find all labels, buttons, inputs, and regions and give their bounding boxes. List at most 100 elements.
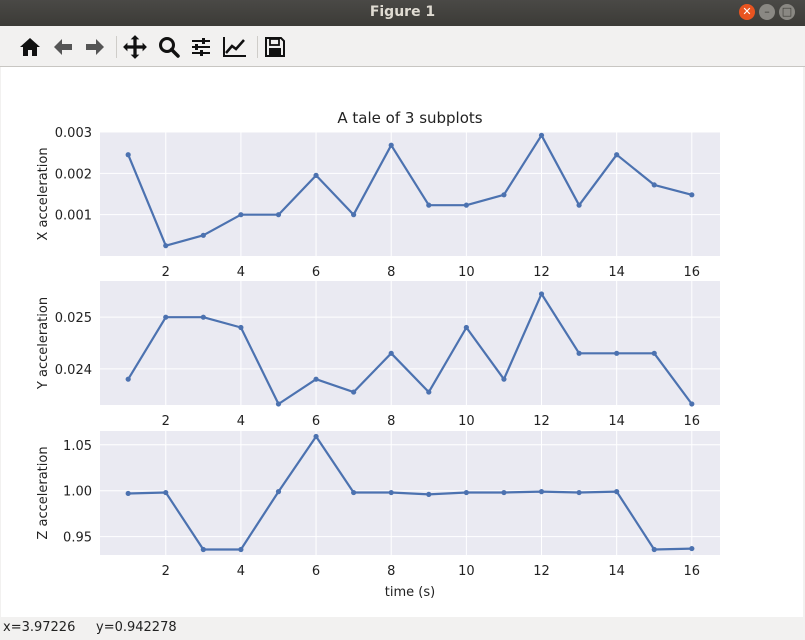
x-tick-label: 14 <box>608 265 625 280</box>
magnifier-icon <box>159 37 180 58</box>
y-tick-label: 0.025 <box>55 311 92 326</box>
data-point <box>614 350 620 356</box>
data-point <box>351 489 357 496</box>
data-point <box>163 243 169 249</box>
y-axis-label: X acceleration <box>36 147 51 240</box>
x-tick-label: 6 <box>312 414 320 429</box>
data-point <box>538 291 545 297</box>
data-point <box>689 192 695 198</box>
x-tick-label: 4 <box>237 564 245 579</box>
data-point <box>351 212 357 218</box>
data-point <box>125 152 131 158</box>
x-tick-label: 10 <box>458 564 475 579</box>
x-tick-label: 6 <box>312 265 320 280</box>
y-tick-label: 0.001 <box>55 209 92 224</box>
x-tick-label: 14 <box>608 564 625 579</box>
data-point <box>576 350 582 356</box>
data-point <box>351 389 357 395</box>
data-point <box>501 192 507 198</box>
data-point <box>463 324 469 331</box>
data-point <box>238 212 244 218</box>
x-tick-label: 2 <box>162 564 170 579</box>
pan-button[interactable] <box>121 33 149 61</box>
data-point <box>313 433 319 440</box>
x-tick-label: 12 <box>533 564 550 579</box>
status-bar: x=3.97226 y=0.942278 <box>0 617 805 640</box>
y-tick-label: 0.003 <box>55 126 92 141</box>
sliders-icon <box>192 38 210 56</box>
window-title: Figure 1 <box>369 4 436 20</box>
y-axis-label: Z acceleration <box>36 446 51 539</box>
data-point <box>125 376 131 382</box>
x-tick-label: 8 <box>387 265 395 280</box>
data-point <box>426 389 432 395</box>
subplot-2: 2 4 6 8 10 12 14 16 0.024 0.025 Y acceleration <box>36 281 720 429</box>
y-tick-label: 1.00 <box>63 485 92 500</box>
data-point <box>163 314 169 320</box>
save-button[interactable] <box>261 33 289 61</box>
x-tick-label: 4 <box>237 414 245 429</box>
home-icon <box>20 38 40 56</box>
back-button[interactable] <box>49 33 77 61</box>
series-line <box>127 134 693 247</box>
data-point <box>501 489 507 496</box>
zoom-button[interactable] <box>155 33 183 61</box>
data-point <box>388 142 394 148</box>
data-point <box>463 489 469 496</box>
data-point <box>275 212 282 218</box>
y-tick-label: 1.05 <box>63 439 92 454</box>
data-point <box>275 401 282 407</box>
x-tick-label: 10 <box>458 414 475 429</box>
forward-button[interactable] <box>81 33 109 61</box>
chart-title: A tale of 3 subplots <box>337 109 482 127</box>
figure-canvas[interactable]: 2 4 6 8 10 12 14 16 0.001 0.002 0.003 X acceleratio… <box>1 67 803 617</box>
subplot-1: 2 4 6 8 10 12 14 16 0.001 0.002 0.003 X acceleratio… <box>36 109 720 280</box>
x-tick-label: 2 <box>162 414 170 429</box>
maximize-button[interactable]: □ <box>779 4 795 20</box>
arrow-left-icon <box>54 39 72 55</box>
minimize-button[interactable]: – <box>759 4 775 20</box>
y-axis-label: Y acceleration <box>36 297 51 390</box>
line-chart-icon <box>223 37 246 57</box>
x-tick-label: 2 <box>162 265 170 280</box>
data-point <box>426 202 432 208</box>
data-point <box>238 324 244 331</box>
data-point <box>163 489 169 496</box>
x-tick-label: 8 <box>387 564 395 579</box>
data-point <box>576 489 582 496</box>
configure-subplots-button[interactable] <box>187 33 215 61</box>
data-point <box>275 489 282 495</box>
data-point <box>689 545 695 552</box>
data-point <box>313 172 319 178</box>
move-icon <box>123 35 147 59</box>
x-tick-label: 12 <box>533 265 550 280</box>
x-tick-label: 10 <box>458 265 475 280</box>
arrow-right-icon <box>86 39 104 55</box>
data-point <box>388 350 394 356</box>
close-icon: ✕ <box>742 5 752 18</box>
toolbar <box>0 26 805 67</box>
close-button[interactable]: ✕ <box>739 4 755 20</box>
toolbar-separator <box>257 36 258 58</box>
figure: 2 4 6 8 10 12 14 16 0.001 0.002 0.003 X acceleratio… <box>36 109 720 600</box>
x-tick-label: 16 <box>684 265 701 280</box>
x-tick-label: 6 <box>312 564 320 579</box>
x-tick-label: 12 <box>533 414 550 429</box>
x-tick-label: 16 <box>684 414 701 429</box>
data-point <box>200 546 206 553</box>
data-point <box>313 376 319 382</box>
data-point <box>538 489 545 495</box>
x-tick-label: 4 <box>237 265 245 280</box>
y-tick-label: 0.002 <box>55 167 92 182</box>
x-tick-label: 14 <box>608 414 625 429</box>
floppy-disk-icon <box>265 37 285 57</box>
data-point <box>651 350 657 356</box>
home-button[interactable] <box>16 33 44 61</box>
series-line <box>128 435 692 551</box>
toolbar-separator <box>116 36 117 58</box>
window-titlebar: Figure 1 ✕ – □ <box>0 0 805 26</box>
x-axis-label: time (s) <box>385 585 435 600</box>
data-point <box>200 232 206 238</box>
data-point <box>426 491 432 497</box>
edit-axes-button[interactable] <box>221 33 249 61</box>
